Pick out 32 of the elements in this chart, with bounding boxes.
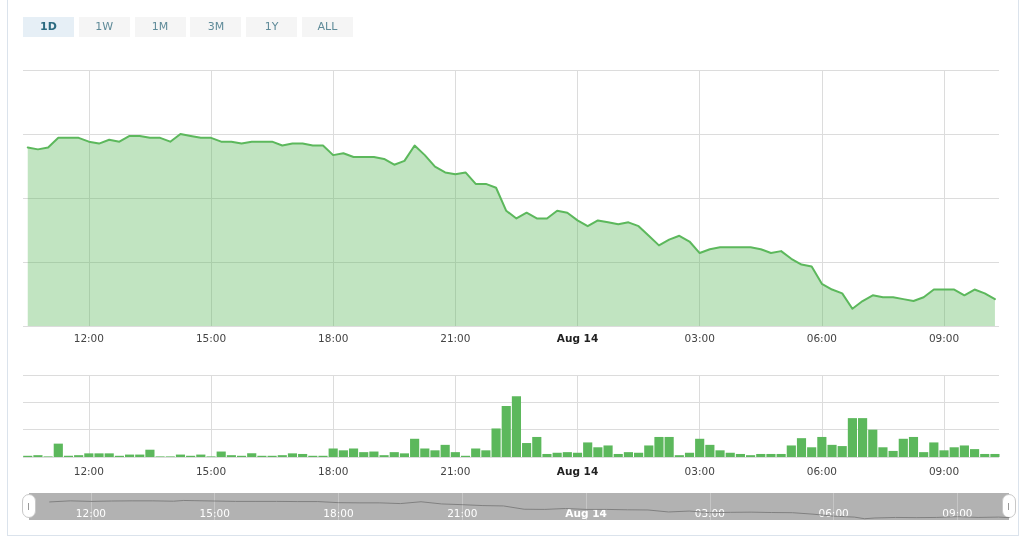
x-tick-label: 18:00	[318, 464, 349, 477]
range-button[interactable]: 1Y	[246, 17, 298, 37]
x-tick-label: 12:00	[73, 464, 104, 477]
x-tick-label: 09:00	[928, 464, 960, 477]
range-button[interactable]: 1W	[78, 17, 130, 37]
x-tick-label: 18:00	[323, 506, 354, 519]
x-tick-label: 03:00	[684, 331, 715, 344]
x-tick-label: 06:00	[806, 464, 837, 477]
slider-handle[interactable]	[1002, 494, 1016, 518]
slider-handle[interactable]	[22, 494, 36, 518]
x-tick-label: Aug 14	[556, 331, 599, 344]
x-tick-label: 09:00	[928, 331, 960, 344]
x-tick-label: 12:00	[73, 331, 104, 344]
x-tick-label: 21:00	[447, 506, 478, 519]
range-button[interactable]: ALL	[302, 17, 353, 37]
x-tick-label: 15:00	[199, 506, 230, 519]
x-tick-label: 15:00	[195, 464, 227, 477]
x-tick-label: 21:00	[440, 331, 471, 344]
range-button[interactable]: 3M	[190, 17, 242, 37]
x-tick-label: 18:00	[318, 331, 349, 344]
x-tick-label: Aug 14	[565, 506, 607, 519]
x-tick-label: 21:00	[440, 464, 471, 477]
x-tick-label: 12:00	[75, 506, 107, 519]
x-tick-label: 06:00	[818, 506, 849, 519]
x-tick-label: 06:00	[806, 331, 837, 344]
range-button[interactable]: 1D	[23, 17, 74, 37]
range-button[interactable]: 1M	[134, 17, 186, 37]
x-tick-label: 03:00	[694, 506, 725, 519]
x-tick-label: 09:00	[942, 506, 973, 519]
x-tick-label: 03:00	[684, 464, 715, 477]
x-tick-label: 15:00	[195, 331, 227, 344]
x-tick-label: Aug 14	[556, 464, 599, 477]
